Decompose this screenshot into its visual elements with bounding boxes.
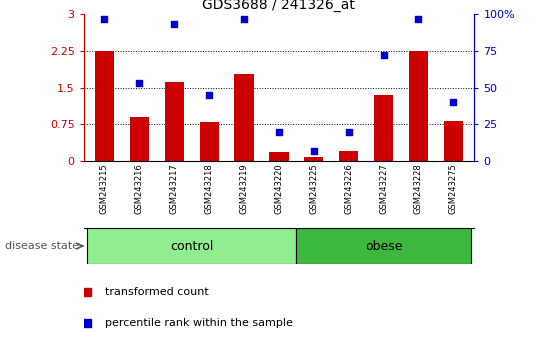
Bar — [87, 228, 296, 264]
Bar — [234, 74, 254, 161]
Point — [83, 320, 92, 325]
Bar — [296, 228, 471, 264]
Title: GDS3688 / 241326_at: GDS3688 / 241326_at — [203, 0, 355, 12]
Text: control: control — [170, 240, 213, 252]
Text: obese: obese — [365, 240, 402, 252]
Point — [449, 99, 458, 105]
Bar — [444, 121, 463, 161]
Text: GSM243225: GSM243225 — [309, 163, 319, 214]
Point — [414, 16, 423, 21]
Point — [344, 129, 353, 135]
Text: disease state: disease state — [5, 241, 80, 251]
Point — [100, 16, 109, 21]
Bar — [409, 51, 428, 161]
Text: percentile rank within the sample: percentile rank within the sample — [105, 318, 293, 328]
Point — [205, 92, 213, 98]
Bar — [270, 152, 288, 161]
Text: GSM243227: GSM243227 — [379, 163, 388, 214]
Bar — [304, 157, 323, 161]
Text: GSM243218: GSM243218 — [205, 163, 213, 214]
Point — [135, 80, 144, 86]
Point — [240, 16, 248, 21]
Text: GSM243219: GSM243219 — [239, 163, 248, 214]
Bar — [339, 151, 358, 161]
Text: GSM243220: GSM243220 — [274, 163, 284, 214]
Text: GSM243215: GSM243215 — [100, 163, 109, 214]
Point — [83, 289, 92, 295]
Bar — [374, 95, 393, 161]
Text: GSM243216: GSM243216 — [135, 163, 144, 214]
Bar — [165, 82, 184, 161]
Text: GSM243226: GSM243226 — [344, 163, 353, 214]
Point — [379, 52, 388, 58]
Text: GSM243228: GSM243228 — [414, 163, 423, 214]
Text: transformed count: transformed count — [105, 287, 209, 297]
Point — [275, 129, 284, 135]
Point — [170, 22, 178, 27]
Bar — [199, 122, 219, 161]
Bar — [130, 117, 149, 161]
Bar — [95, 51, 114, 161]
Text: GSM243275: GSM243275 — [449, 163, 458, 214]
Text: GSM243217: GSM243217 — [170, 163, 179, 214]
Point — [309, 148, 318, 154]
